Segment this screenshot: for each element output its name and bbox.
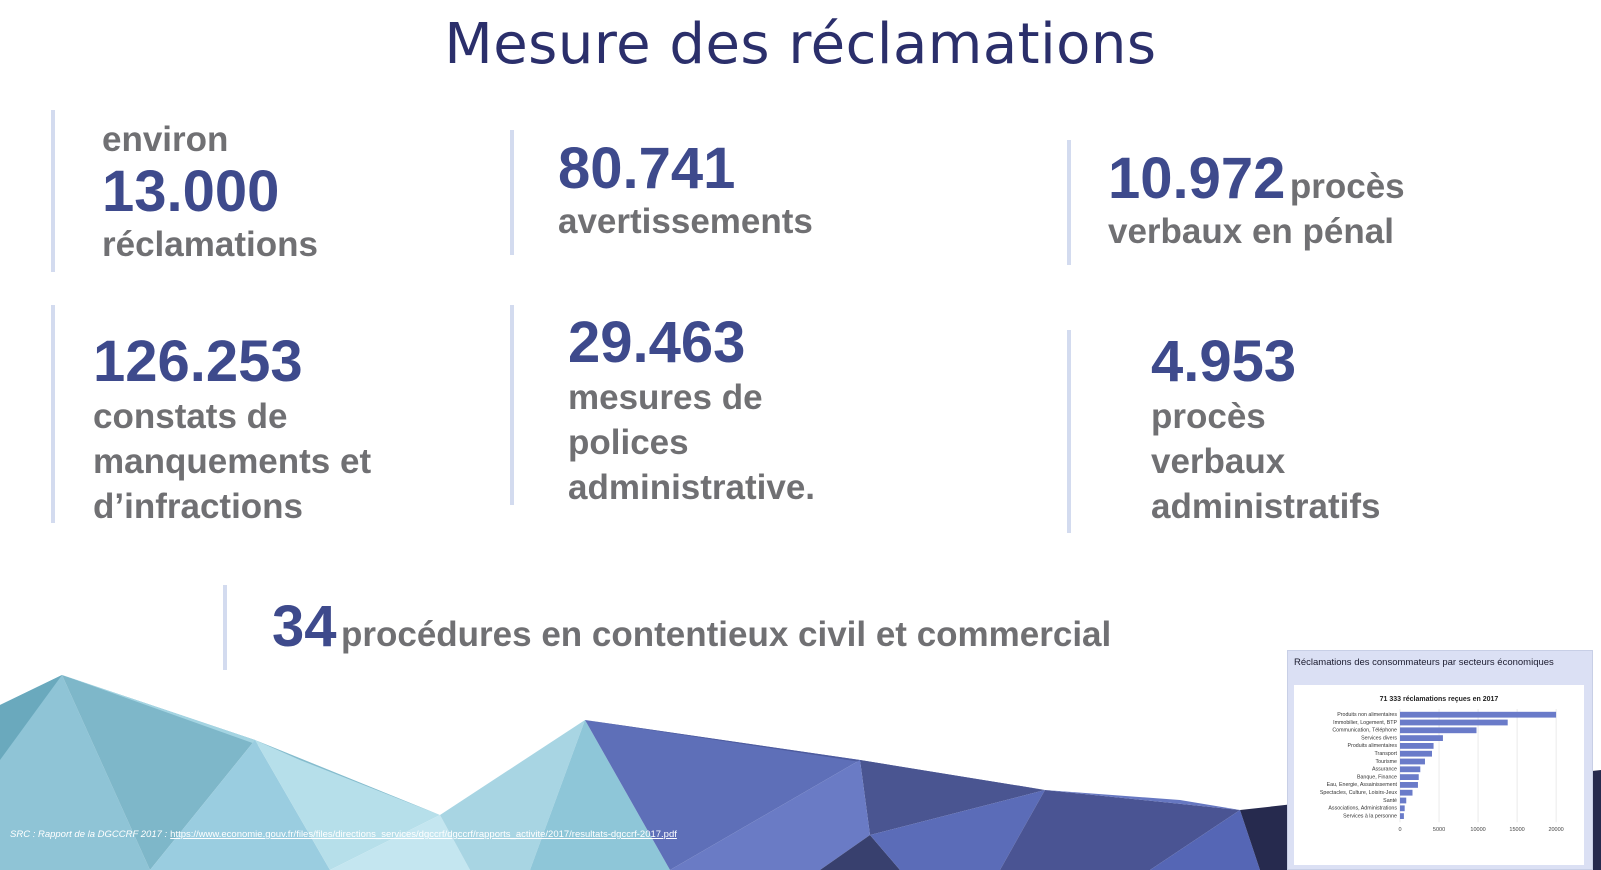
category-label: Transport	[1375, 751, 1398, 757]
chart-thumbnail[interactable]: Réclamations des consommateurs par secte…	[1287, 650, 1593, 870]
bar	[1400, 750, 1432, 757]
category-label: Assurance	[1372, 767, 1397, 773]
chart-title: 71 333 réclamations reçues en 2017	[1380, 696, 1499, 703]
category-label: Associations, Administrations	[1328, 806, 1397, 812]
divider-line	[510, 130, 514, 255]
x-tick-label: 0	[1398, 827, 1401, 833]
x-tick-label: 20000	[1548, 827, 1563, 833]
stat-avertissements: 80.741 avertissements	[558, 136, 813, 241]
bar	[1400, 719, 1508, 726]
source-label: SRC : Rapport de la DGCCRF 2017 :	[10, 829, 168, 840]
source-citation: SRC : Rapport de la DGCCRF 2017 : https:/…	[10, 829, 677, 840]
stat-number: 34	[272, 594, 337, 659]
category-label: Tourisme	[1376, 759, 1398, 765]
category-label: Services à la personne	[1343, 813, 1397, 819]
stat-label-line1: mesures de	[568, 378, 763, 417]
category-label: Spectacles, Culture, Loisirs-Jeux	[1320, 790, 1397, 796]
thumbnail-chart-panel: 71 333 réclamations reçues en 2017 0 5000 1…	[1294, 685, 1584, 865]
category-label: Produits non alimentaires	[1337, 712, 1397, 718]
bar	[1400, 805, 1405, 812]
divider-line	[223, 585, 227, 670]
bar	[1400, 743, 1434, 749]
stat-label: réclamations	[102, 225, 318, 264]
stat-number: 10.972	[1108, 146, 1286, 211]
stat-label-line2: verbaux	[1151, 442, 1286, 481]
stat-label-line3: administrative.	[568, 468, 816, 507]
divider-line	[51, 110, 55, 272]
stat-label: avertissements	[558, 202, 813, 241]
bar	[1400, 735, 1443, 741]
divider-line	[510, 305, 514, 505]
stat-number: 13.000	[102, 159, 280, 224]
stat-label-part2: verbaux en pénal	[1108, 212, 1394, 251]
x-tick-label: 10000	[1470, 827, 1485, 833]
bar-chart: 71 333 réclamations reçues en 2017 0 5000 1…	[1320, 696, 1564, 833]
stat-label-line2: manquements et	[93, 442, 372, 481]
bar	[1400, 774, 1419, 780]
bar	[1400, 711, 1557, 718]
category-label: Communication, Téléphone	[1332, 728, 1397, 734]
divider-line	[1067, 330, 1071, 533]
bar	[1400, 789, 1413, 796]
bar	[1400, 797, 1407, 804]
stat-prefix: environ	[102, 120, 229, 159]
category-label: Services divers	[1361, 735, 1397, 741]
category-label: Banque, Finance	[1357, 774, 1397, 780]
stat-label-line1: procès	[1151, 397, 1266, 436]
page-title: Mesure des réclamations	[444, 12, 1157, 77]
stat-pv-admin: 4.953 procès verbaux administratifs	[1151, 329, 1381, 526]
stat-number: 4.953	[1151, 329, 1297, 394]
thumbnail-title: Réclamations des consommateurs par secte…	[1294, 657, 1554, 668]
source-link[interactable]: https://www.economie.gouv.fr/files/files…	[170, 829, 677, 840]
category-label: Immobilier, Logement, BTP	[1333, 720, 1397, 726]
stat-constats: 126.253 constats de manquements et d’inf…	[93, 329, 372, 526]
stat-number: 29.463	[568, 310, 746, 375]
bar	[1400, 766, 1421, 773]
divider-line	[1067, 140, 1071, 265]
bar	[1400, 758, 1425, 765]
stat-procedures: 34 procédures en contentieux civil et co…	[272, 598, 1111, 656]
divider-line	[51, 305, 55, 523]
stat-number: 80.741	[558, 136, 736, 201]
bar	[1400, 782, 1418, 788]
stat-label-line3: d’infractions	[93, 487, 304, 526]
category-label: Santé	[1383, 798, 1397, 804]
bar	[1400, 813, 1404, 819]
stat-label-line2: polices	[568, 423, 689, 462]
stat-label-line1: constats de	[93, 397, 288, 436]
stat-label: procédures en contentieux civil et comme…	[340, 615, 1112, 654]
stat-label-line3: administratifs	[1151, 487, 1381, 526]
bar	[1400, 727, 1477, 734]
stat-label-part1: procès	[1289, 167, 1405, 206]
x-tick-label: 15000	[1509, 827, 1524, 833]
stat-mesures: 29.463 mesures de polices administrative…	[568, 310, 816, 507]
category-label: Produits alimentaires	[1348, 743, 1398, 749]
stat-pv-penal: 10.972 procès verbaux en pénal	[1108, 150, 1405, 251]
stat-number: 126.253	[93, 329, 303, 394]
stat-reclamations: environ 13.000 réclamations	[102, 122, 318, 262]
category-label: Eau, Energie, Assainissement	[1327, 782, 1398, 788]
x-tick-label: 5000	[1433, 827, 1445, 833]
